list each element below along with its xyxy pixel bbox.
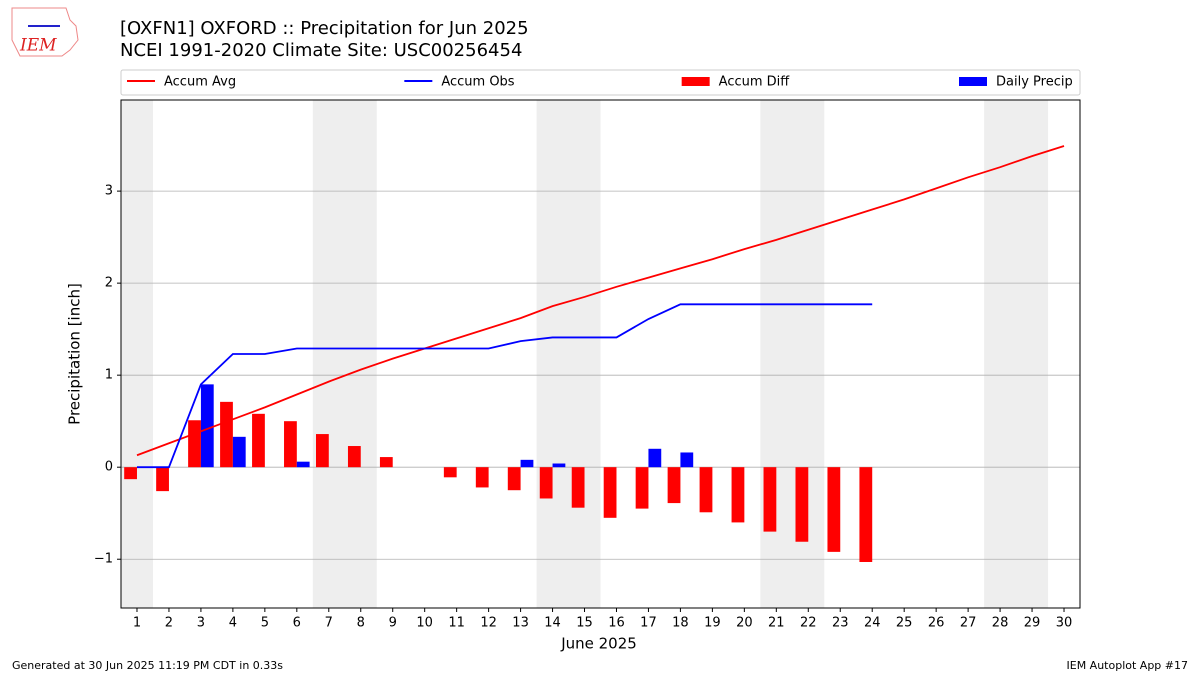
x-axis-label: June 2025	[560, 635, 637, 653]
logo-text: IEM	[19, 36, 57, 56]
x-tick-label: 20	[736, 616, 753, 631]
y-tick-label: 1	[105, 368, 113, 383]
weekend-band	[984, 100, 1049, 608]
x-tick-label: 5	[261, 616, 269, 631]
x-tick-label: 26	[928, 616, 945, 631]
chart-title: [OXFN1] OXFORD :: Precipitation for Jun …	[120, 18, 529, 39]
bar	[315, 434, 329, 468]
x-tick-label: 21	[768, 616, 785, 631]
bar	[603, 467, 617, 518]
x-tick-label: 18	[672, 616, 689, 631]
legend-label: Accum Obs	[441, 75, 514, 90]
y-axis-label: Precipitation [inch]	[66, 283, 84, 425]
y-tick-label: 0	[105, 460, 113, 475]
x-tick-label: 15	[576, 616, 593, 631]
x-tick-label: 11	[448, 616, 465, 631]
x-tick-label: 27	[960, 616, 977, 631]
bar	[795, 467, 809, 542]
x-tick-label: 23	[832, 616, 849, 631]
bar	[635, 467, 649, 509]
bar	[507, 467, 521, 491]
weekend-band	[760, 100, 825, 608]
x-tick-label: 6	[293, 616, 301, 631]
bar	[827, 467, 841, 552]
bar	[667, 467, 681, 504]
x-tick-label: 9	[389, 616, 397, 631]
x-tick-label: 13	[512, 616, 529, 631]
legend-box	[120, 69, 1081, 96]
bar	[648, 448, 662, 468]
bar	[731, 467, 745, 523]
bar	[347, 446, 361, 468]
legend-label: Daily Precip	[996, 75, 1073, 90]
x-tick-label: 19	[704, 616, 721, 631]
x-tick-label: 4	[229, 616, 237, 631]
weekend-band	[121, 100, 153, 608]
bar	[680, 452, 694, 468]
bar	[443, 467, 457, 478]
plot-frame	[120, 99, 1081, 609]
bar	[699, 467, 713, 513]
legend-swatch	[681, 77, 710, 86]
bar	[200, 384, 214, 468]
bar	[520, 459, 534, 468]
logo-outline	[11, 7, 79, 57]
weekend-band	[312, 100, 377, 608]
footer-right: IEM Autoplot App #17	[1067, 659, 1189, 672]
legend-swatch	[959, 77, 987, 86]
y-tick-label: −1	[94, 552, 113, 567]
x-tick-label: 28	[992, 616, 1009, 631]
bar	[188, 420, 201, 468]
legend-label: Accum Diff	[719, 75, 791, 90]
x-tick-label: 14	[544, 616, 561, 631]
logo: IEM	[11, 7, 79, 57]
bar	[763, 467, 777, 532]
x-tick-label: 25	[896, 616, 913, 631]
footer-left: Generated at 30 Jun 2025 11:19 PM CDT in…	[12, 659, 283, 672]
x-tick-label: 10	[416, 616, 433, 631]
x-tick-label: 12	[480, 616, 497, 631]
x-tick-label: 29	[1024, 616, 1041, 631]
chart-subtitle: NCEI 1991-2020 Climate Site: USC00256454	[120, 40, 522, 61]
x-tick-label: 22	[800, 616, 817, 631]
bar	[539, 467, 553, 499]
bar	[232, 436, 246, 468]
bar	[379, 457, 393, 468]
x-tick-label: 8	[357, 616, 365, 631]
x-tick-label: 2	[165, 616, 173, 631]
x-tick-label: 30	[1056, 616, 1073, 631]
y-tick-label: 2	[105, 276, 113, 291]
bar	[124, 467, 137, 480]
x-tick-label: 17	[640, 616, 657, 631]
x-tick-label: 7	[325, 616, 333, 631]
bar	[296, 461, 310, 468]
bar	[475, 467, 489, 488]
y-tick-label: 3	[105, 184, 113, 199]
line	[136, 303, 873, 469]
bar	[859, 467, 873, 562]
bar	[284, 421, 297, 468]
legend-label: Accum Avg	[164, 75, 236, 90]
bar	[571, 467, 585, 508]
weekend-band	[536, 100, 601, 608]
bar	[220, 401, 233, 468]
x-tick-label: 1	[133, 616, 141, 631]
bar	[252, 413, 265, 468]
bar	[156, 467, 169, 492]
x-tick-label: 24	[864, 616, 881, 631]
bar	[552, 463, 566, 468]
x-tick-label: 3	[197, 616, 205, 631]
x-tick-label: 16	[608, 616, 625, 631]
line	[136, 145, 1065, 457]
